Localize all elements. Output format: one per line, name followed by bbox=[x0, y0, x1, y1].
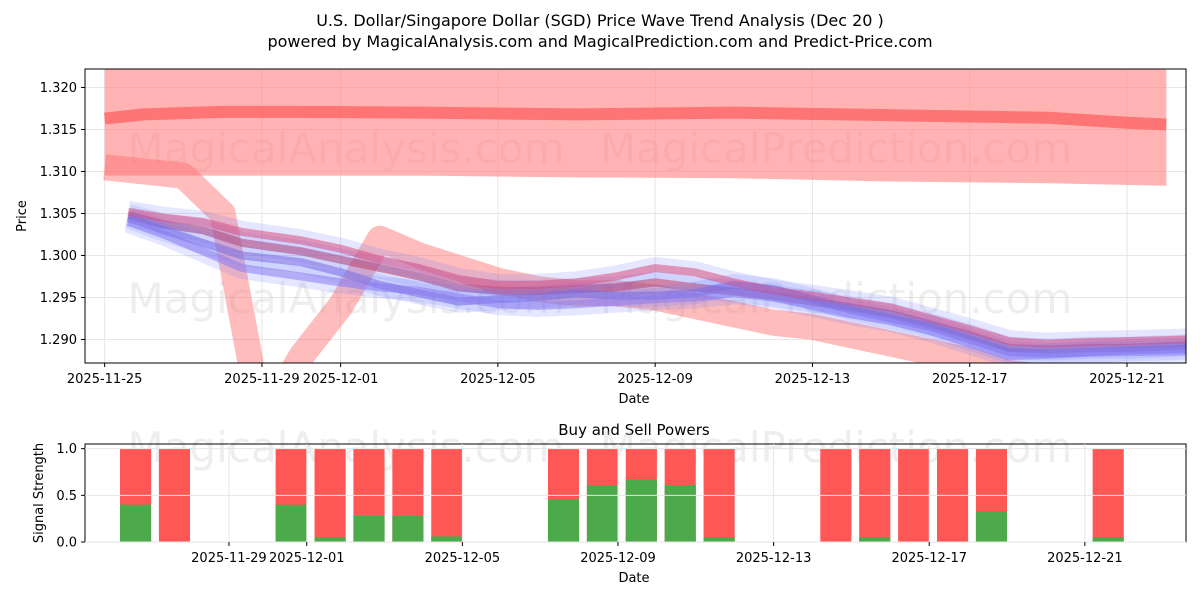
buy-power-bar bbox=[859, 537, 891, 542]
price-y-tick-label: 1.290 bbox=[40, 333, 77, 348]
price-y-axis: 1.290 1.295 1.300 1.305 1.310 1.315 1.320 bbox=[40, 81, 85, 348]
buy-power-bar bbox=[586, 485, 618, 542]
buy-power-bar bbox=[547, 499, 580, 542]
price-x-tick-label: 2025-12-01 bbox=[303, 372, 379, 387]
price-x-tick-label: 2025-12-09 bbox=[617, 372, 693, 387]
chart-title: U.S. Dollar/Singapore Dollar (SGD) Price… bbox=[316, 11, 884, 30]
price-x-label: Date bbox=[618, 392, 649, 407]
buy-power-bar bbox=[120, 504, 152, 542]
signal-x-tick-label: 2025-11-29 bbox=[191, 551, 267, 566]
upper-band-line bbox=[104, 105, 1167, 131]
signal-y-axis: 0.0 0.5 1.0 bbox=[56, 442, 1186, 551]
upper-band bbox=[104, 69, 1167, 186]
buy-power-bar bbox=[431, 536, 463, 542]
buy-power-bar bbox=[1092, 537, 1124, 542]
buy-power-bar bbox=[353, 515, 385, 542]
buy-power-bar bbox=[975, 511, 1008, 542]
signal-x-tick-label: 2025-12-01 bbox=[269, 551, 345, 566]
price-x-axis: 2025-11-25 2025-11-29 2025-12-01 2025-12-05… bbox=[67, 363, 1165, 387]
top-plot-frame bbox=[84, 68, 1187, 364]
signal-x-tick-label: 2025-12-13 bbox=[736, 551, 812, 566]
chart-subtitle: powered by MagicalAnalysis.com and Magic… bbox=[267, 32, 932, 51]
buy-power-bar bbox=[314, 537, 346, 542]
signal-y-tick-label: 0.0 bbox=[56, 536, 77, 551]
price-y-tick-label: 1.310 bbox=[40, 165, 77, 180]
price-y-label: Price bbox=[15, 200, 30, 232]
signal-x-axis: 2025-11-29 2025-12-01 2025-12-05 2025-12-09… bbox=[191, 444, 1123, 566]
signal-y-label: Signal Strength bbox=[32, 443, 47, 543]
buy-power-bar bbox=[625, 479, 657, 542]
signal-x-tick-label: 2025-12-09 bbox=[580, 551, 656, 566]
price-x-tick-label: 2025-12-17 bbox=[932, 372, 1008, 387]
buy-power-bar bbox=[664, 485, 696, 542]
price-y-tick-label: 1.305 bbox=[40, 207, 77, 222]
price-x-tick-label: 2025-11-29 bbox=[224, 372, 300, 387]
wave-line-wave-4 bbox=[126, 218, 1186, 361]
price-y-tick-label: 1.320 bbox=[40, 81, 77, 96]
price-x-tick-label: 2025-12-21 bbox=[1089, 372, 1165, 387]
buy-power-bar bbox=[275, 504, 307, 542]
signal-y-tick-label: 1.0 bbox=[56, 442, 77, 457]
bottom-chart-title: Buy and Sell Powers bbox=[558, 421, 710, 439]
buy-power-bar bbox=[703, 537, 735, 542]
signal-x-tick-label: 2025-12-05 bbox=[425, 551, 501, 566]
signal-y-tick-label: 0.5 bbox=[56, 489, 77, 504]
price-y-tick-label: 1.315 bbox=[40, 123, 77, 138]
watermark-analysis-bottom: MagicalAnalysis.com bbox=[128, 423, 565, 472]
price-x-tick-label: 2025-11-25 bbox=[67, 372, 143, 387]
price-plot-area bbox=[103, 69, 1186, 363]
price-y-tick-label: 1.295 bbox=[40, 291, 77, 306]
price-x-tick-label: 2025-12-13 bbox=[775, 372, 851, 387]
signal-x-tick-label: 2025-12-17 bbox=[891, 551, 967, 566]
price-x-tick-label: 2025-12-05 bbox=[460, 372, 536, 387]
signal-x-tick-label: 2025-12-21 bbox=[1047, 551, 1123, 566]
signal-x-label: Date bbox=[618, 571, 649, 586]
price-y-tick-label: 1.300 bbox=[40, 249, 77, 264]
wave-line-wave-3 bbox=[127, 207, 1186, 348]
buy-power-bar bbox=[392, 515, 424, 542]
